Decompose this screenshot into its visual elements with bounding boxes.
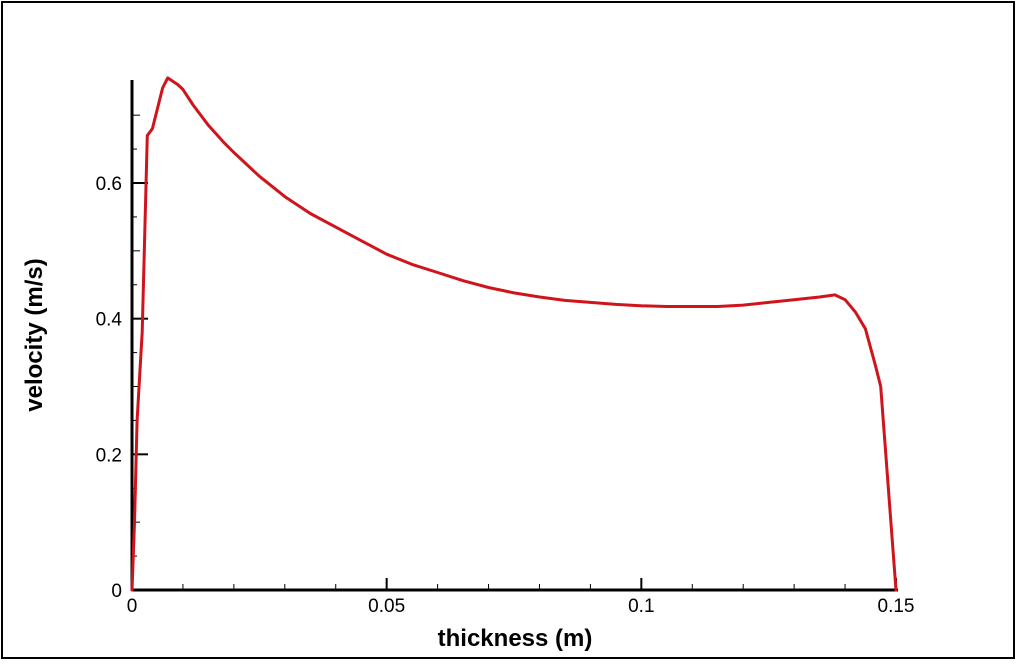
x-tick-label: 0.1 [628,596,654,617]
x-tick-label: 0.05 [368,596,405,617]
velocity-series-line [130,76,898,592]
y-tick-label: 0.6 [96,174,122,195]
y-tick-label: 0.2 [96,445,122,466]
series-group [130,76,898,592]
y-tick-label: 0 [111,581,122,602]
x-tick-label: 0.15 [878,596,915,617]
x-axis-title: thickness (m) [438,625,593,652]
y-axis-title: velocity (m/s) [21,258,48,411]
x-tick-label: 0 [127,596,138,617]
ticks [131,114,897,591]
axes [130,80,898,592]
y-tick-label: 0.4 [96,310,123,331]
tick-labels: 0 0.05 0.1 0.15 0 0.2 0.4 0.6 [96,174,915,617]
